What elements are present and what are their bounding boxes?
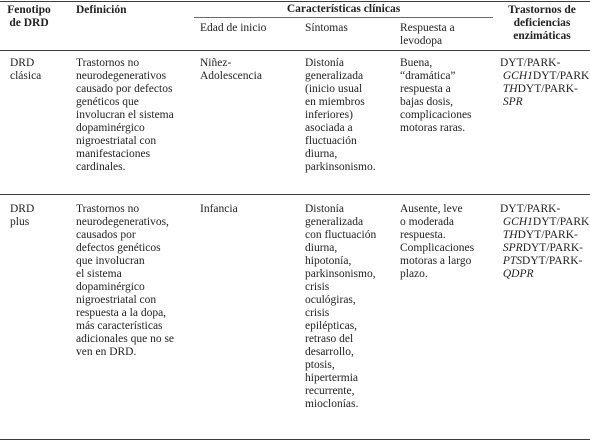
row1-symptoms: Distonía generalizada (inicio usual en m…: [305, 57, 376, 173]
header-symptoms: Síntomas: [305, 22, 348, 34]
table-bottom-rule: [0, 439, 590, 440]
table-top-rule: [0, 1, 590, 2]
row2-onset: Infancia: [200, 203, 238, 215]
row2-levodopa: Ausente, leve o moderada respuesta. Comp…: [400, 203, 475, 280]
row-separator-rule: [0, 194, 590, 195]
header-onset: Edad de inicio: [200, 22, 267, 34]
gene-entry: PTSDYT/PARK-: [502, 255, 583, 267]
gene-entry: DYT/PARK-: [500, 203, 561, 215]
header-bottom-rule: [0, 50, 590, 51]
gene-entry: THDYT/PARK-: [502, 83, 578, 95]
row1-enzyme-genes: DYT/PARK- GCH1DYT/PARK- THDYT/PARK- SPR: [500, 57, 590, 109]
gene-entry: DYT/PARK-: [500, 57, 561, 69]
header-definition: Definición: [76, 4, 127, 16]
row2-definition: Trastornos no neurodegenerativos, causad…: [76, 203, 175, 358]
row2-symptoms: Distonía generalizada con fluctuación di…: [305, 203, 377, 410]
header-enzyme: Trastornos de deficiencias enzimáticas: [508, 4, 576, 42]
row1-definition: Trastornos no neurodegenerativos causado…: [76, 57, 174, 173]
header-clinical-group: Características clínicas: [286, 3, 401, 15]
row2-phenotype: DRD plus: [10, 203, 35, 228]
row1-onset: Niñez- Adolescencia: [200, 57, 262, 82]
gene-entry: SPRDYT/PARK-: [502, 242, 583, 254]
row1-phenotype: DRD clásica: [10, 57, 42, 82]
header-levodopa: Respuesta a levodopa: [400, 22, 455, 47]
header-phenotype: Fenotipo de DRD: [7, 4, 51, 29]
gene-entry: GCH1DYT/PARK-: [502, 216, 590, 228]
gene-entry: THDYT/PARK-: [502, 229, 578, 241]
gene-entry: SPR: [502, 96, 523, 108]
clinical-group-underline: [194, 17, 493, 18]
gene-entry: QDPR: [502, 268, 534, 280]
gene-entry: GCH1DYT/PARK-: [502, 70, 590, 82]
row2-enzyme-genes: DYT/PARK- GCH1DYT/PARK- THDYT/PARK- SPRD…: [500, 203, 590, 281]
row1-levodopa: Buena, “dramática” respuesta a bajas dos…: [400, 57, 472, 134]
